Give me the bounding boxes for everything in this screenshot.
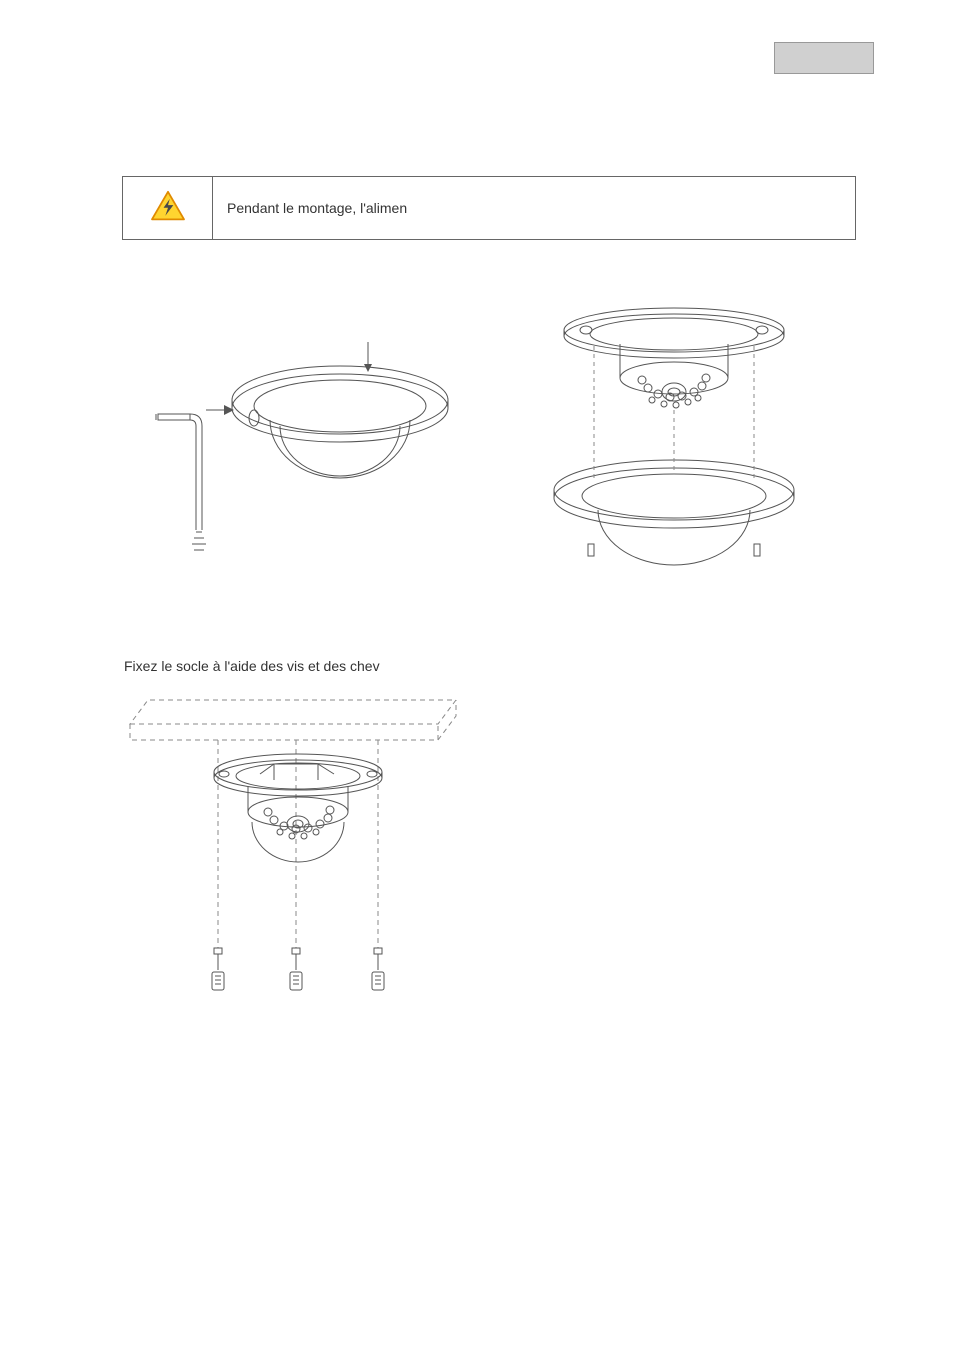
warning-callout: Pendant le montage, l'alimen (122, 176, 856, 240)
figure-ceiling-mount (126, 690, 466, 1000)
warning-text-cell: Pendant le montage, l'alimen (213, 177, 855, 239)
warning-icon-cell (123, 177, 213, 239)
warning-text: Pendant le montage, l'alimen (227, 200, 407, 216)
paragraph-1: Fixez le socle à l'aide des vis et des c… (124, 658, 380, 674)
figure-row-1 (150, 300, 824, 590)
header-tab (774, 42, 874, 74)
figure-closed-dome-group (150, 300, 480, 580)
hex-key-illustration (150, 400, 270, 565)
ceiling-mount-illustration (126, 690, 466, 1000)
warning-electric-icon (150, 190, 186, 227)
dome-open-illustration (524, 300, 824, 580)
